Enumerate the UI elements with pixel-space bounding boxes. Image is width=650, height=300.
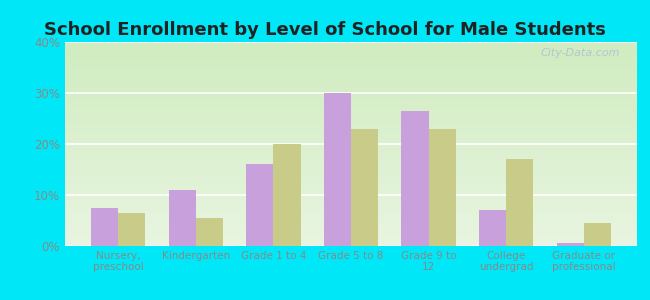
- Bar: [506, 159, 534, 246]
- Bar: [246, 164, 274, 246]
- Bar: [324, 93, 351, 246]
- Text: City-Data.com: City-Data.com: [540, 48, 620, 58]
- Text: School Enrollment by Level of School for Male Students: School Enrollment by Level of School for…: [44, 21, 606, 39]
- Bar: [556, 244, 584, 246]
- Bar: [91, 208, 118, 246]
- Bar: [118, 213, 146, 246]
- Bar: [274, 144, 300, 246]
- Bar: [428, 129, 456, 246]
- Bar: [351, 129, 378, 246]
- Bar: [196, 218, 223, 246]
- Bar: [584, 223, 611, 246]
- Bar: [479, 210, 506, 246]
- Bar: [402, 111, 428, 246]
- Bar: [168, 190, 196, 246]
